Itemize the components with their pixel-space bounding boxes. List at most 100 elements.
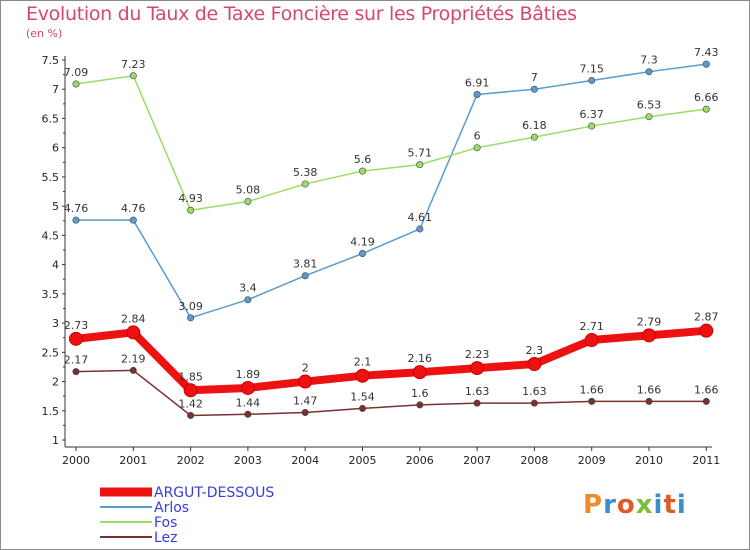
- series-argut-dessous: 2.73 2.84 1.85 1.89 2 2.1 2.16 2.23 2.3 2.71 2.79 2…: [64, 311, 719, 398]
- data-point: [416, 225, 424, 233]
- y-tick-label: 4: [52, 259, 59, 272]
- data-point: [416, 401, 424, 409]
- data-point: [183, 383, 198, 398]
- data-label: 3.09: [178, 300, 203, 313]
- series-lez: 2.17 2.19 1.42 1.44 1.47 1.54 1.6 1.63 1.63 1.66 1…: [64, 352, 719, 419]
- data-point: [530, 133, 538, 141]
- series-arlos: 4.76 4.763.093.43.814.194.616.91 77.157.37…: [64, 46, 719, 322]
- data-label: 6.18: [522, 119, 547, 132]
- data-point: [358, 404, 366, 412]
- data-point: [244, 296, 252, 304]
- series-line: [75, 326, 707, 395]
- data-point: [702, 105, 710, 113]
- data-point: [416, 161, 424, 169]
- data-label: 6.37: [579, 108, 604, 121]
- data-point: [588, 397, 596, 405]
- data-point: [301, 272, 309, 280]
- data-label: 1.42: [178, 397, 203, 410]
- data-point: [69, 331, 83, 346]
- data-point: [301, 180, 309, 188]
- data-label: 1.54: [350, 390, 375, 403]
- data-label: 2.16: [408, 352, 433, 365]
- data-point: [355, 368, 370, 383]
- data-point: [584, 333, 599, 348]
- x-tick-label: 2004: [291, 454, 319, 467]
- data-point: [187, 411, 195, 419]
- data-point: [412, 365, 427, 380]
- data-point: [72, 216, 80, 224]
- series-line: [76, 63, 707, 319]
- chart-title: Evolution du Taux de Taxe Foncière sur l…: [26, 3, 577, 25]
- y-tick-label: 1.5: [42, 405, 60, 418]
- data-point: [72, 368, 80, 376]
- data-label: 2: [302, 362, 309, 375]
- y-tick-label: 6: [52, 142, 59, 155]
- data-point: [301, 409, 309, 417]
- logo-letter: o: [616, 490, 636, 520]
- data-label: 2.71: [579, 320, 604, 333]
- data-label: 4.93: [178, 192, 203, 205]
- x-tick-label: 2000: [62, 454, 90, 467]
- data-point: [126, 325, 141, 340]
- y-tick-label: 5.5: [42, 171, 60, 184]
- legend-label: Arlos: [154, 500, 189, 516]
- data-label: 4.19: [350, 236, 375, 249]
- chart-subtitle: (en %): [26, 27, 63, 40]
- data-point: [298, 374, 313, 389]
- data-label: 1.89: [236, 368, 261, 381]
- data-label: 6: [474, 130, 481, 143]
- data-point: [244, 410, 252, 418]
- logo-letter: t: [663, 490, 677, 520]
- data-point: [645, 68, 653, 76]
- x-tick-label: 2002: [177, 454, 205, 467]
- legend-label: Fos: [154, 515, 177, 531]
- data-label: 7.3: [640, 54, 658, 67]
- data-label: 5.71: [408, 147, 433, 160]
- logo-letter: x: [635, 490, 654, 520]
- data-label: 1.63: [522, 385, 547, 398]
- x-tick-label: 2009: [578, 454, 606, 467]
- data-label: 1.44: [236, 396, 261, 409]
- data-point: [702, 60, 710, 68]
- data-point: [129, 366, 137, 374]
- data-label: 5.6: [354, 153, 372, 166]
- data-point: [473, 90, 481, 98]
- data-label: 2.84: [121, 312, 146, 325]
- data-label: 1.6: [411, 387, 429, 400]
- data-label: 7.23: [121, 58, 146, 71]
- data-label: 2.17: [64, 354, 89, 367]
- legend-label: Lez: [154, 530, 178, 546]
- data-point: [588, 122, 596, 130]
- y-tick-label: 1: [52, 434, 59, 447]
- x-tick-label: 2007: [463, 454, 491, 467]
- data-label: 5.08: [236, 183, 261, 196]
- data-point: [358, 167, 366, 175]
- y-tick-label: 5: [52, 200, 59, 213]
- data-label: 2.3: [526, 344, 544, 357]
- data-point: [473, 399, 481, 407]
- y-tick-label: 2: [52, 376, 59, 389]
- data-point: [470, 361, 485, 376]
- y-tick-label: 6.5: [42, 112, 60, 125]
- legend-label: ARGUT-DESSOUS: [154, 485, 274, 501]
- x-tick-label: 2001: [119, 454, 147, 467]
- data-point: [527, 357, 542, 371]
- data-label: 2.79: [637, 315, 662, 328]
- data-label: 1.66: [579, 383, 604, 396]
- data-point: [530, 399, 538, 407]
- data-point: [358, 250, 366, 258]
- y-tick-label: 7.5: [42, 54, 60, 67]
- data-point: [645, 397, 653, 405]
- data-label: 1.66: [694, 383, 719, 396]
- x-tick-label: 2003: [234, 454, 262, 467]
- y-tick-label: 4.5: [42, 229, 60, 242]
- data-label: 2.23: [465, 348, 490, 361]
- data-label: 1.47: [293, 395, 318, 408]
- series-line: [75, 75, 707, 211]
- data-label: 1.66: [637, 383, 662, 396]
- data-label: 1.63: [465, 385, 490, 398]
- proxiti-logo: Proxiti: [583, 490, 687, 520]
- data-label: 7.43: [694, 46, 719, 59]
